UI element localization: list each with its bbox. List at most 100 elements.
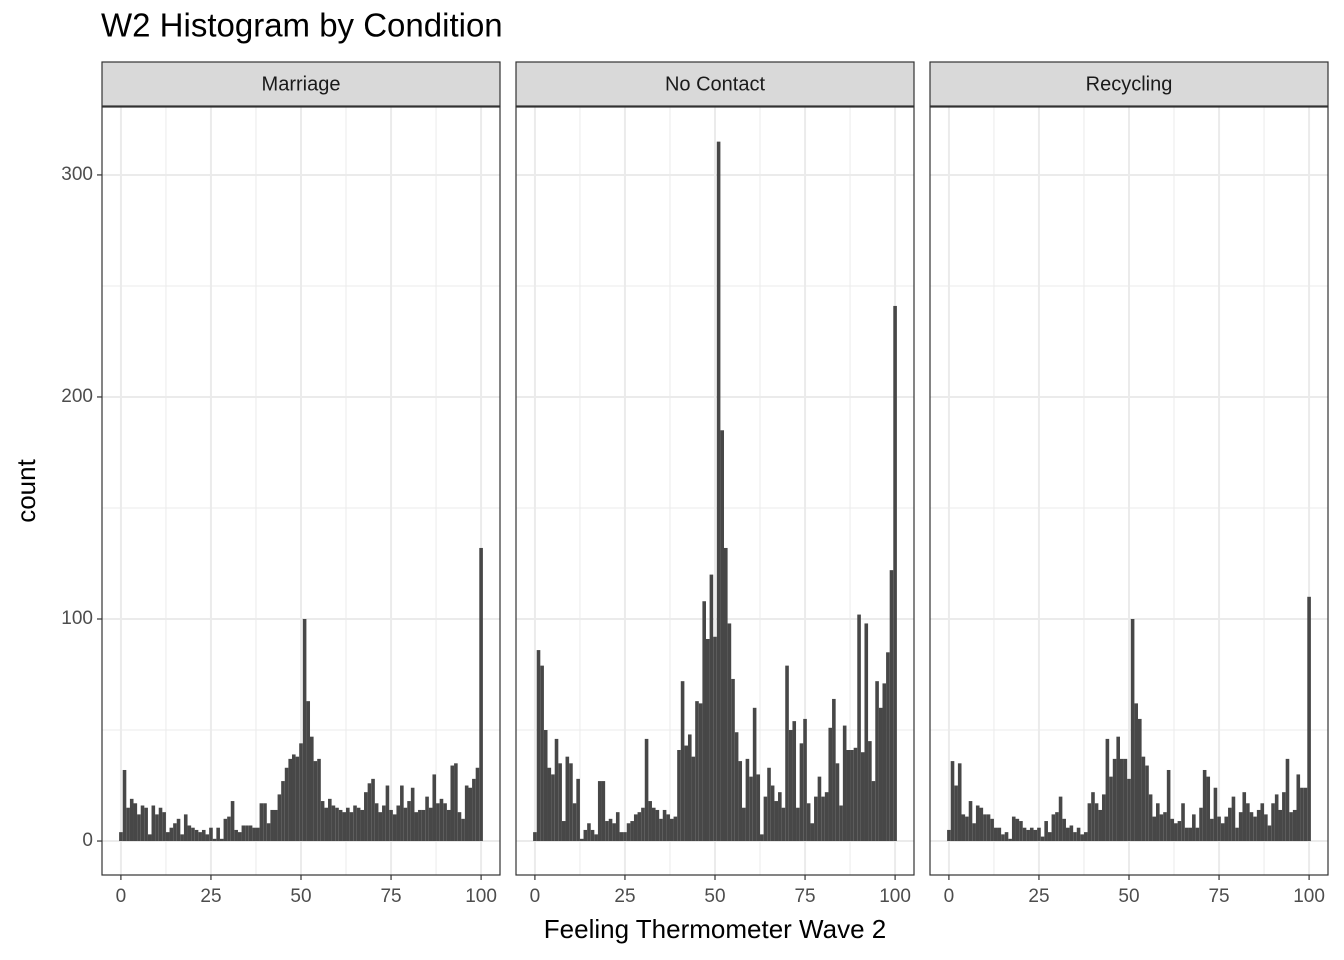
- bar: [705, 638, 710, 842]
- bar: [727, 623, 732, 842]
- bar: [1145, 765, 1149, 842]
- bar: [1062, 818, 1066, 842]
- x-tick-label: 100: [465, 886, 497, 907]
- bar: [986, 814, 991, 842]
- bar: [407, 801, 411, 842]
- bar: [752, 707, 757, 842]
- x-tick-label: 0: [944, 886, 955, 907]
- bar: [396, 805, 401, 842]
- bar: [187, 825, 192, 842]
- bar: [702, 601, 706, 842]
- bar: [1181, 803, 1185, 842]
- bar: [183, 814, 188, 842]
- bar: [1296, 774, 1301, 842]
- bar: [767, 767, 771, 842]
- bar: [630, 821, 634, 842]
- bar: [641, 807, 645, 842]
- bar: [950, 761, 955, 842]
- bar: [1051, 814, 1056, 842]
- bar: [774, 801, 779, 842]
- bar: [1210, 818, 1214, 842]
- bar: [814, 796, 818, 842]
- bar: [1213, 787, 1218, 842]
- x-tick-label: 25: [200, 886, 221, 907]
- panel-border: [101, 106, 501, 876]
- bar: [216, 827, 220, 842]
- bar: [691, 756, 696, 842]
- bar: [1159, 814, 1164, 842]
- bar: [266, 823, 271, 842]
- bar: [1123, 758, 1128, 842]
- bar: [817, 776, 822, 842]
- bar: [850, 749, 854, 842]
- bar: [1206, 776, 1211, 842]
- bar: [1249, 812, 1254, 842]
- bar: [713, 636, 717, 842]
- bar: [961, 814, 966, 842]
- x-tick-label: 75: [380, 886, 401, 907]
- bar: [450, 765, 455, 842]
- x-tick-label: 75: [1208, 886, 1229, 907]
- bar: [176, 818, 181, 842]
- bar: [1001, 834, 1005, 842]
- bar: [561, 821, 566, 842]
- bar: [878, 707, 883, 842]
- bar: [234, 829, 238, 842]
- bar: [1246, 803, 1250, 842]
- bar: [382, 805, 386, 842]
- bar: [151, 805, 156, 842]
- bar: [1015, 818, 1020, 842]
- bar: [680, 681, 685, 842]
- bar: [1076, 827, 1081, 842]
- bar: [770, 785, 775, 842]
- bar: [273, 809, 278, 842]
- bar: [144, 807, 148, 842]
- bar: [778, 792, 782, 842]
- strip-label: Recycling: [1086, 73, 1173, 95]
- y-tick-label: 0: [82, 830, 93, 851]
- bar: [857, 614, 861, 842]
- bar: [698, 703, 703, 842]
- bar: [569, 763, 573, 842]
- bar: [1087, 803, 1092, 842]
- bar: [1055, 812, 1059, 842]
- bar: [871, 781, 876, 842]
- bar: [255, 827, 260, 842]
- bar: [291, 754, 296, 842]
- bar: [1282, 792, 1286, 842]
- x-tick-label: 0: [530, 886, 541, 907]
- bar: [284, 767, 289, 842]
- bar: [1008, 838, 1012, 842]
- bar: [270, 809, 274, 842]
- bar: [583, 829, 588, 842]
- bar: [295, 756, 300, 842]
- bar: [662, 809, 667, 842]
- bar: [648, 801, 652, 842]
- bar: [1220, 823, 1225, 842]
- bar: [472, 778, 476, 842]
- bar: [180, 834, 184, 842]
- bar: [623, 832, 627, 842]
- bar: [666, 814, 670, 842]
- bar: [1256, 809, 1261, 842]
- bar: [687, 734, 692, 842]
- bar: [461, 818, 465, 842]
- bar: [572, 803, 577, 842]
- bar: [1177, 821, 1182, 842]
- bar: [724, 547, 728, 842]
- bar: [1134, 703, 1139, 842]
- bar: [1152, 816, 1157, 842]
- y-tick-label: 200: [61, 386, 93, 407]
- bar: [979, 807, 984, 842]
- bar: [443, 803, 447, 842]
- bar: [731, 678, 735, 842]
- strip-background: [515, 61, 915, 107]
- bar: [219, 838, 224, 842]
- bar: [198, 832, 202, 842]
- bar: [1058, 796, 1063, 842]
- bar: [1098, 809, 1102, 842]
- bar: [1195, 827, 1200, 842]
- bar: [1224, 816, 1229, 842]
- bar: [954, 785, 958, 842]
- bar: [540, 665, 544, 842]
